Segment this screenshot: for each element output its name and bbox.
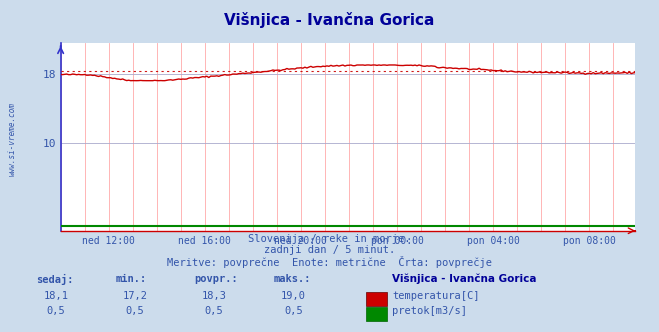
- Text: temperatura[C]: temperatura[C]: [392, 291, 480, 301]
- Text: sedaj:: sedaj:: [36, 274, 74, 285]
- Text: 0,5: 0,5: [205, 306, 223, 316]
- Text: Meritve: povprečne  Enote: metrične  Črta: povprečje: Meritve: povprečne Enote: metrične Črta:…: [167, 256, 492, 268]
- Text: Slovenija / reke in morje.: Slovenija / reke in morje.: [248, 234, 411, 244]
- Text: 0,5: 0,5: [126, 306, 144, 316]
- Text: 18,3: 18,3: [202, 291, 227, 301]
- Text: 19,0: 19,0: [281, 291, 306, 301]
- Text: 0,5: 0,5: [47, 306, 65, 316]
- Text: zadnji dan / 5 minut.: zadnji dan / 5 minut.: [264, 245, 395, 255]
- Text: maks.:: maks.:: [273, 274, 311, 284]
- Text: 18,1: 18,1: [43, 291, 69, 301]
- Text: povpr.:: povpr.:: [194, 274, 238, 284]
- Text: Višnjica - Ivančna Gorica: Višnjica - Ivančna Gorica: [224, 12, 435, 28]
- Text: pretok[m3/s]: pretok[m3/s]: [392, 306, 467, 316]
- Text: min.:: min.:: [115, 274, 146, 284]
- Text: 17,2: 17,2: [123, 291, 148, 301]
- Text: Višnjica - Ivančna Gorica: Višnjica - Ivančna Gorica: [392, 274, 536, 285]
- Text: 0,5: 0,5: [284, 306, 302, 316]
- Text: www.si-vreme.com: www.si-vreme.com: [7, 103, 16, 176]
